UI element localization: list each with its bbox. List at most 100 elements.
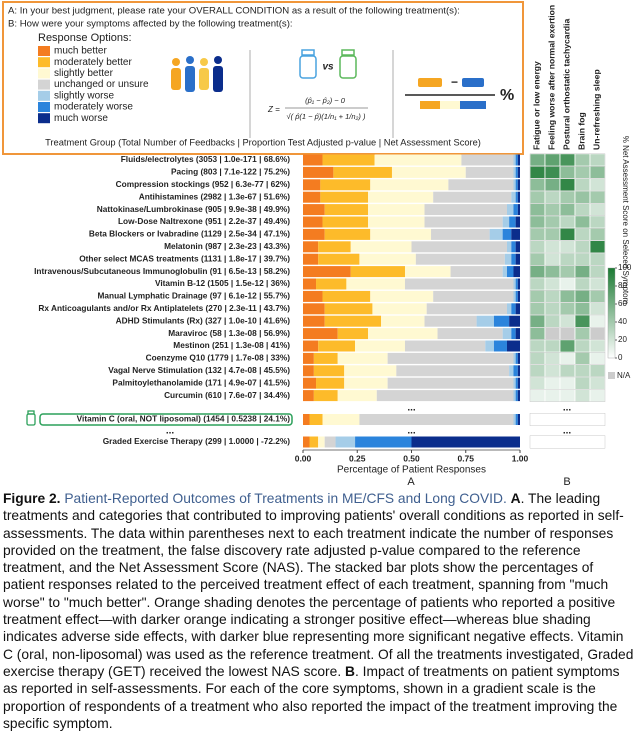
symptom-header: Un-refreshing sleep xyxy=(591,69,601,150)
question-a: A: In your best judgment, please rate yo… xyxy=(8,6,460,17)
heat-cell xyxy=(589,215,606,229)
bar-segment xyxy=(502,328,512,340)
bar-segment xyxy=(368,191,434,203)
bar-segment xyxy=(368,216,425,228)
formula-lhs: Z = xyxy=(267,105,280,114)
heat-cell xyxy=(544,277,561,291)
x-axis-label: Percentage of Patient Responses xyxy=(337,465,486,476)
heat-cell xyxy=(544,178,561,192)
bar-segment xyxy=(318,436,325,448)
heat-cell xyxy=(574,153,591,167)
heat-cell xyxy=(559,314,576,328)
heat-cell xyxy=(574,215,591,229)
bar-segment xyxy=(309,436,319,448)
panel-a-label: A xyxy=(407,476,415,488)
bar-segment xyxy=(350,266,405,278)
bar-segment xyxy=(424,315,477,327)
options-title: Response Options: xyxy=(38,32,132,44)
bar-segment xyxy=(359,414,514,425)
heat-cell xyxy=(529,302,546,316)
minus: − xyxy=(451,75,458,89)
treatment-label: Vagal Nerve Stimulation (132 | 4.7e-08 |… xyxy=(108,365,290,375)
bar-segment xyxy=(372,303,427,315)
pill-icon xyxy=(26,410,36,426)
bar-segment xyxy=(370,228,432,240)
heat-cell xyxy=(589,339,606,353)
bar-segment xyxy=(337,352,388,364)
bar-segment xyxy=(437,328,503,340)
legend-swatch xyxy=(38,46,50,56)
heat-cell xyxy=(544,227,561,241)
heat-cell xyxy=(544,252,561,266)
heat-cell xyxy=(544,240,561,254)
heat-cell xyxy=(574,165,591,179)
bar-segment xyxy=(411,241,507,253)
bar-segment xyxy=(517,204,520,216)
treatment-label: Low-Dose Naltrexone (951 | 2.2e-37 | 49.… xyxy=(118,216,290,226)
bar-segment xyxy=(476,315,494,327)
bar-segment xyxy=(517,290,520,302)
bar-segment xyxy=(411,436,520,448)
ellipsis: ... xyxy=(563,426,572,437)
bar-segment xyxy=(515,241,520,253)
bar-segment xyxy=(511,228,520,240)
treatment-label: Palmitoylethanolamide (171 | 4.9e-07 | 4… xyxy=(112,377,290,387)
bar-segment xyxy=(303,315,325,327)
bar-segment xyxy=(515,253,520,265)
colorbar-tick-label: 20 xyxy=(618,335,627,344)
bar-segment xyxy=(515,352,518,364)
heat-cell xyxy=(589,351,606,366)
bar-segment xyxy=(324,204,369,216)
bar-segment xyxy=(502,216,510,228)
colorbar-tick-label: 0 xyxy=(618,353,623,362)
x-tick-label: 0.75 xyxy=(457,453,474,463)
heat-cell xyxy=(559,202,576,217)
treatment-label: Graded Exercise Therapy (299 | 1.0000 | … xyxy=(103,436,291,446)
heat-cell xyxy=(529,351,546,366)
heat-cell xyxy=(589,302,606,316)
heat-cell xyxy=(544,339,561,353)
bar-segment xyxy=(515,290,518,302)
heat-cell xyxy=(589,326,606,341)
bar-segment xyxy=(303,154,323,166)
bar-segment xyxy=(517,166,520,178)
bar-segment xyxy=(511,241,516,253)
bar-segment xyxy=(515,377,518,389)
legend-label: much better xyxy=(54,46,107,57)
heat-cell xyxy=(529,252,546,266)
bar-segment xyxy=(513,414,516,425)
bar-segment xyxy=(368,204,425,216)
bar-segment xyxy=(515,154,518,166)
bar-segment xyxy=(515,191,518,203)
heat-cell xyxy=(589,190,606,204)
bar-segment xyxy=(489,228,503,240)
bar-segment xyxy=(346,278,405,290)
bar-segment xyxy=(359,253,416,265)
symptom-header: Brain fog xyxy=(576,112,586,150)
heat-cell xyxy=(559,190,576,204)
heat-cell xyxy=(529,412,546,427)
heat-cell xyxy=(544,302,561,316)
caption-a: . The leading treatments and categories … xyxy=(3,491,634,679)
bar-segment xyxy=(509,315,520,327)
bar-segment xyxy=(513,166,516,178)
bar-segment xyxy=(333,166,392,178)
treatment-label: Pacing (803 | 7.1e-122 | 75.2%) xyxy=(171,167,290,177)
legend-swatch xyxy=(38,68,50,79)
bar-segment xyxy=(355,340,405,352)
bar-segment xyxy=(324,315,382,327)
heat-cell xyxy=(574,240,591,254)
bar-segment xyxy=(515,414,518,425)
colorbar-tick-label: 40 xyxy=(618,317,627,326)
treatment-label: Maraviroc (58 | 1.3e-08 | 56.9%) xyxy=(168,328,290,338)
heat-cell xyxy=(589,376,606,390)
bar-segment xyxy=(517,191,520,203)
heat-cell xyxy=(529,314,546,328)
bar-segment xyxy=(391,166,466,178)
bar-segment xyxy=(322,290,371,302)
heat-cell xyxy=(589,289,606,304)
bar-segment xyxy=(515,303,520,315)
heat-cell xyxy=(559,165,576,179)
ellipsis: ... xyxy=(407,426,416,437)
bar-segment xyxy=(337,328,369,340)
